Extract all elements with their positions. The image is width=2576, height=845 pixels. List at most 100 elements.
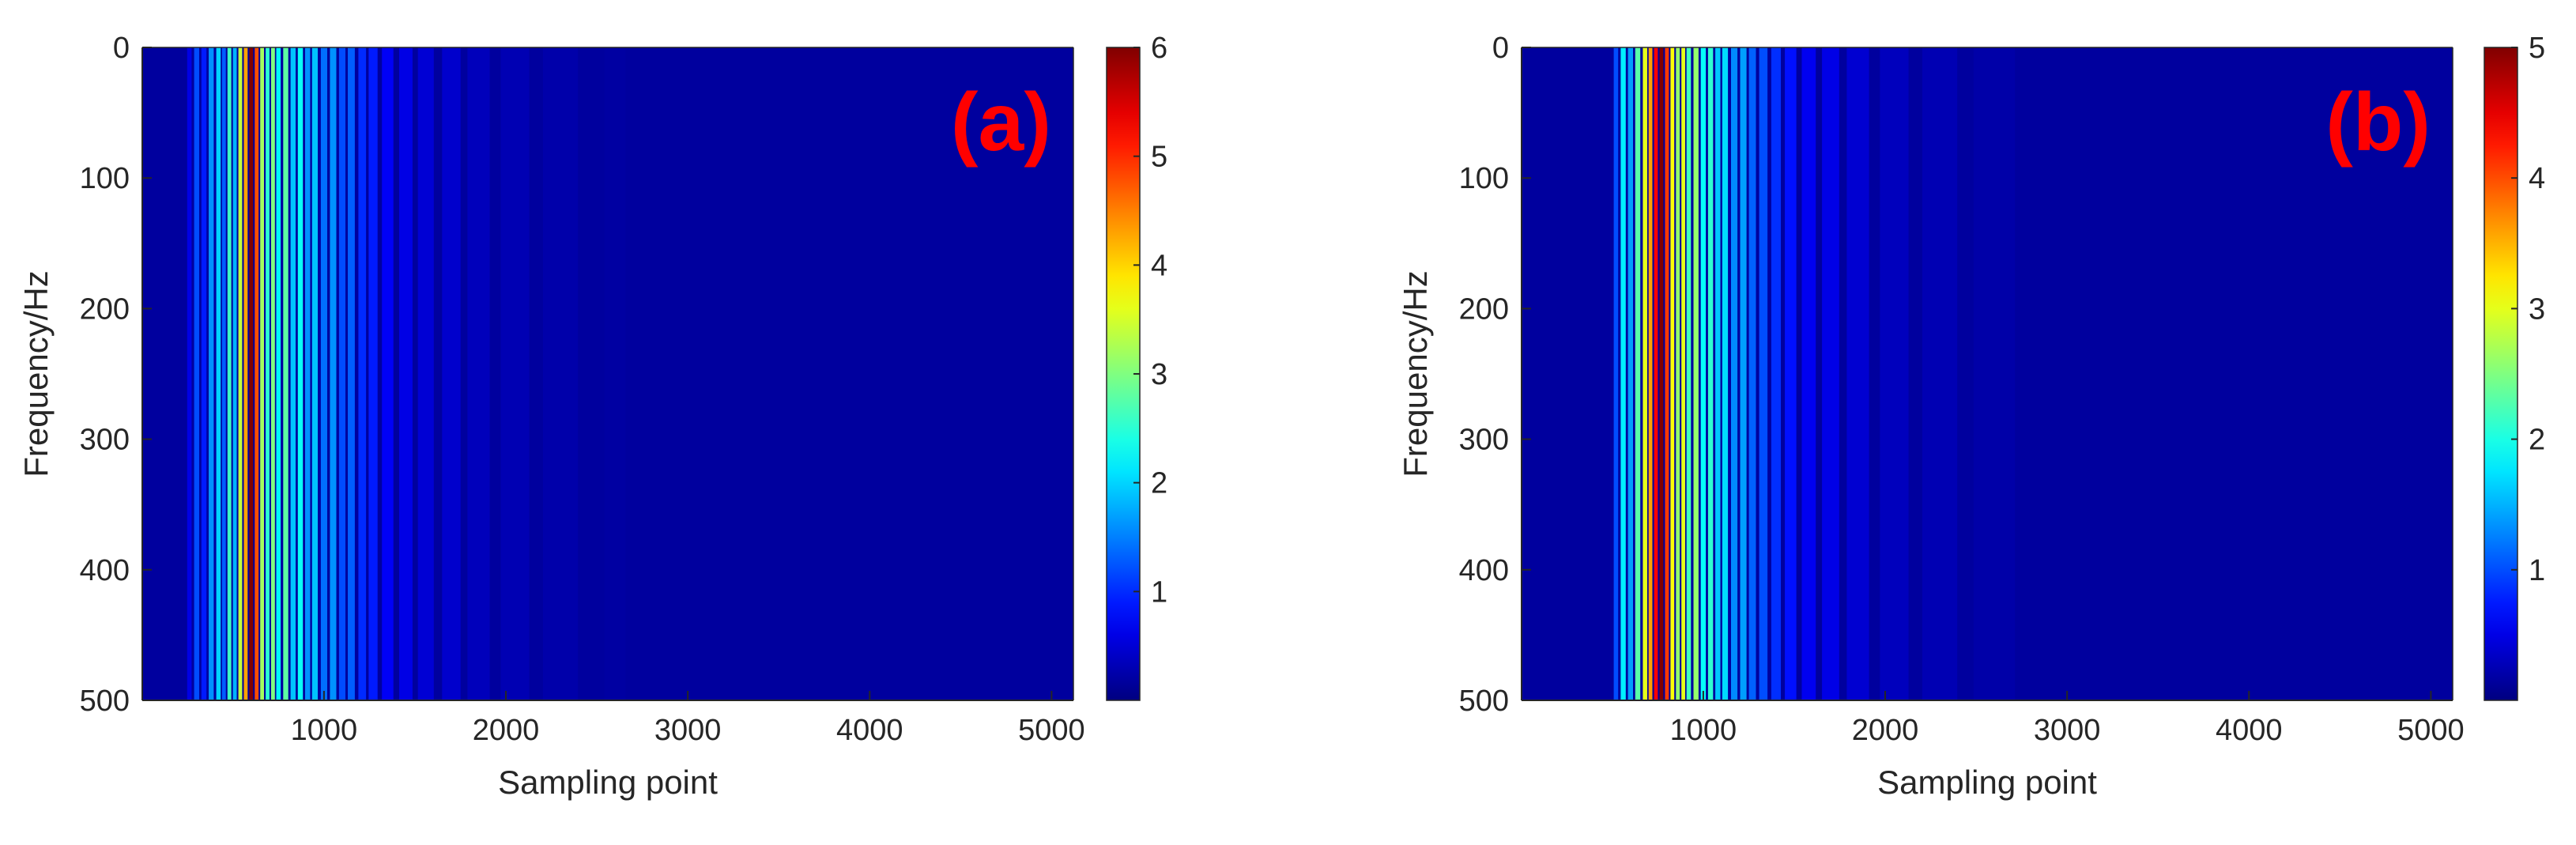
heatmap-column (249, 47, 254, 700)
heatmap-column (221, 47, 226, 700)
heatmap-column (1922, 47, 1958, 700)
y-tick-label: 200 (80, 292, 130, 326)
y-axis-label: Frequency/Hz (17, 270, 55, 477)
heatmap-column (232, 47, 237, 700)
heatmap-column (238, 47, 243, 700)
heatmap-column (1715, 47, 1721, 700)
heatmap-column (604, 47, 626, 700)
heatmap-column (1665, 47, 1669, 700)
heatmap-column (201, 47, 207, 700)
colorbar-tick-label: 2 (1151, 467, 1167, 500)
x-axis-label: Sampling point (498, 764, 718, 801)
x-tick-label: 2000 (1852, 714, 1919, 747)
colorbar-tick-label: 2 (2529, 424, 2545, 457)
heatmap-column (1771, 47, 1781, 700)
heatmap-column (283, 47, 289, 700)
colorbar-tick-label: 5 (2529, 32, 2545, 65)
colorbar (2484, 47, 2518, 701)
heatmap-column (276, 47, 281, 700)
heatmap-column (2046, 47, 2070, 700)
x-tick-label: 4000 (836, 714, 903, 747)
heatmap-column (1676, 47, 1680, 700)
panel-b: 0 100 200 300 400 500 1000 2000 3000 4000 5000 Samp… (1397, 32, 2545, 801)
heatmap-column (1686, 47, 1692, 700)
heatmap-column (297, 47, 304, 700)
colorbar-tick-label: 4 (1151, 249, 1167, 282)
heatmap-column (227, 47, 232, 700)
heatmap-column (1643, 47, 1647, 700)
heatmap-column (467, 47, 490, 700)
heatmap-column (382, 47, 394, 700)
heatmap-column (1648, 47, 1653, 700)
heatmap-column (290, 47, 296, 700)
heatmap-column (1681, 47, 1685, 700)
panel-label: (a) (951, 77, 1051, 168)
colorbar-tick-label: 4 (2529, 162, 2545, 195)
x-tick-label: 5000 (1018, 714, 1085, 747)
x-axis-label: Sampling point (1877, 764, 2097, 801)
y-tick-label: 400 (1459, 554, 1509, 587)
y-tick-label: 0 (113, 32, 130, 65)
x-tick-label: 3000 (2034, 714, 2101, 747)
heatmap-column (1759, 47, 1768, 700)
x-tick-label: 3000 (654, 714, 722, 747)
heatmap-column (1722, 47, 1729, 700)
heatmap-column (243, 47, 248, 700)
heatmap-column (417, 47, 434, 700)
colorbar-tick-label: 3 (1151, 358, 1167, 391)
x-tick-label: 5000 (2397, 714, 2465, 747)
heatmap-column (1822, 47, 1839, 700)
colorbar-tick-label: 3 (2529, 292, 2545, 326)
heatmap-column (1659, 47, 1664, 700)
y-tick-label: 100 (80, 162, 130, 195)
heatmap-column (1731, 47, 1738, 700)
heatmap-column (1613, 47, 1619, 700)
heatmap-column (338, 47, 345, 700)
x-tick-label: 1000 (291, 714, 358, 747)
heatmap-column (1693, 47, 1699, 700)
heatmap-column (330, 47, 337, 700)
heatmap-column (1654, 47, 1658, 700)
y-tick-label: 300 (1459, 424, 1509, 457)
heatmap-column (266, 47, 270, 700)
y-tick-label: 100 (1459, 162, 1509, 195)
heatmap-column (1627, 47, 1633, 700)
panel-label: (b) (2325, 77, 2431, 168)
heatmap-column (1748, 47, 1756, 700)
heatmap-column (1707, 47, 1714, 700)
heatmap-column (399, 47, 413, 700)
heatmap-column (500, 47, 530, 700)
y-axis-label: Frequency/Hz (1397, 270, 1434, 477)
colorbar-tick-label: 1 (1151, 575, 1167, 609)
x-tick-label: 1000 (1670, 714, 1737, 747)
heatmap-column (1846, 47, 1869, 700)
y-tick-label: 500 (80, 685, 130, 718)
heatmap-column (1740, 47, 1747, 700)
heatmap-column (348, 47, 355, 700)
heatmap-column (216, 47, 221, 700)
y-tick-label: 400 (80, 554, 130, 587)
heatmap-column (271, 47, 275, 700)
heatmap-column (194, 47, 199, 700)
y-tick-label: 200 (1459, 292, 1509, 326)
heatmap-column (1620, 47, 1626, 700)
y-tick-label: 500 (1459, 685, 1509, 718)
heatmap-column (311, 47, 318, 700)
heatmap-column (1880, 47, 1909, 700)
heatmap-column (368, 47, 378, 700)
heatmap-column (1635, 47, 1641, 700)
heatmap-column (320, 47, 327, 700)
heatmap-column (1700, 47, 1707, 700)
heatmap-column (1801, 47, 1816, 700)
panel-a: 0 100 200 300 400 500 1000 2000 3000 4000 5000 Samp… (17, 32, 1167, 801)
heatmap-column (1785, 47, 1797, 700)
x-tick-label: 2000 (473, 714, 540, 747)
heatmap-column (1973, 47, 2016, 700)
heatmap-column (442, 47, 461, 700)
y-tick-label: 0 (1492, 32, 1509, 65)
x-tick-label: 4000 (2216, 714, 2283, 747)
heatmap-column (209, 47, 214, 700)
colorbar-tick-label: 6 (1151, 32, 1167, 65)
heatmap-column (1670, 47, 1675, 700)
